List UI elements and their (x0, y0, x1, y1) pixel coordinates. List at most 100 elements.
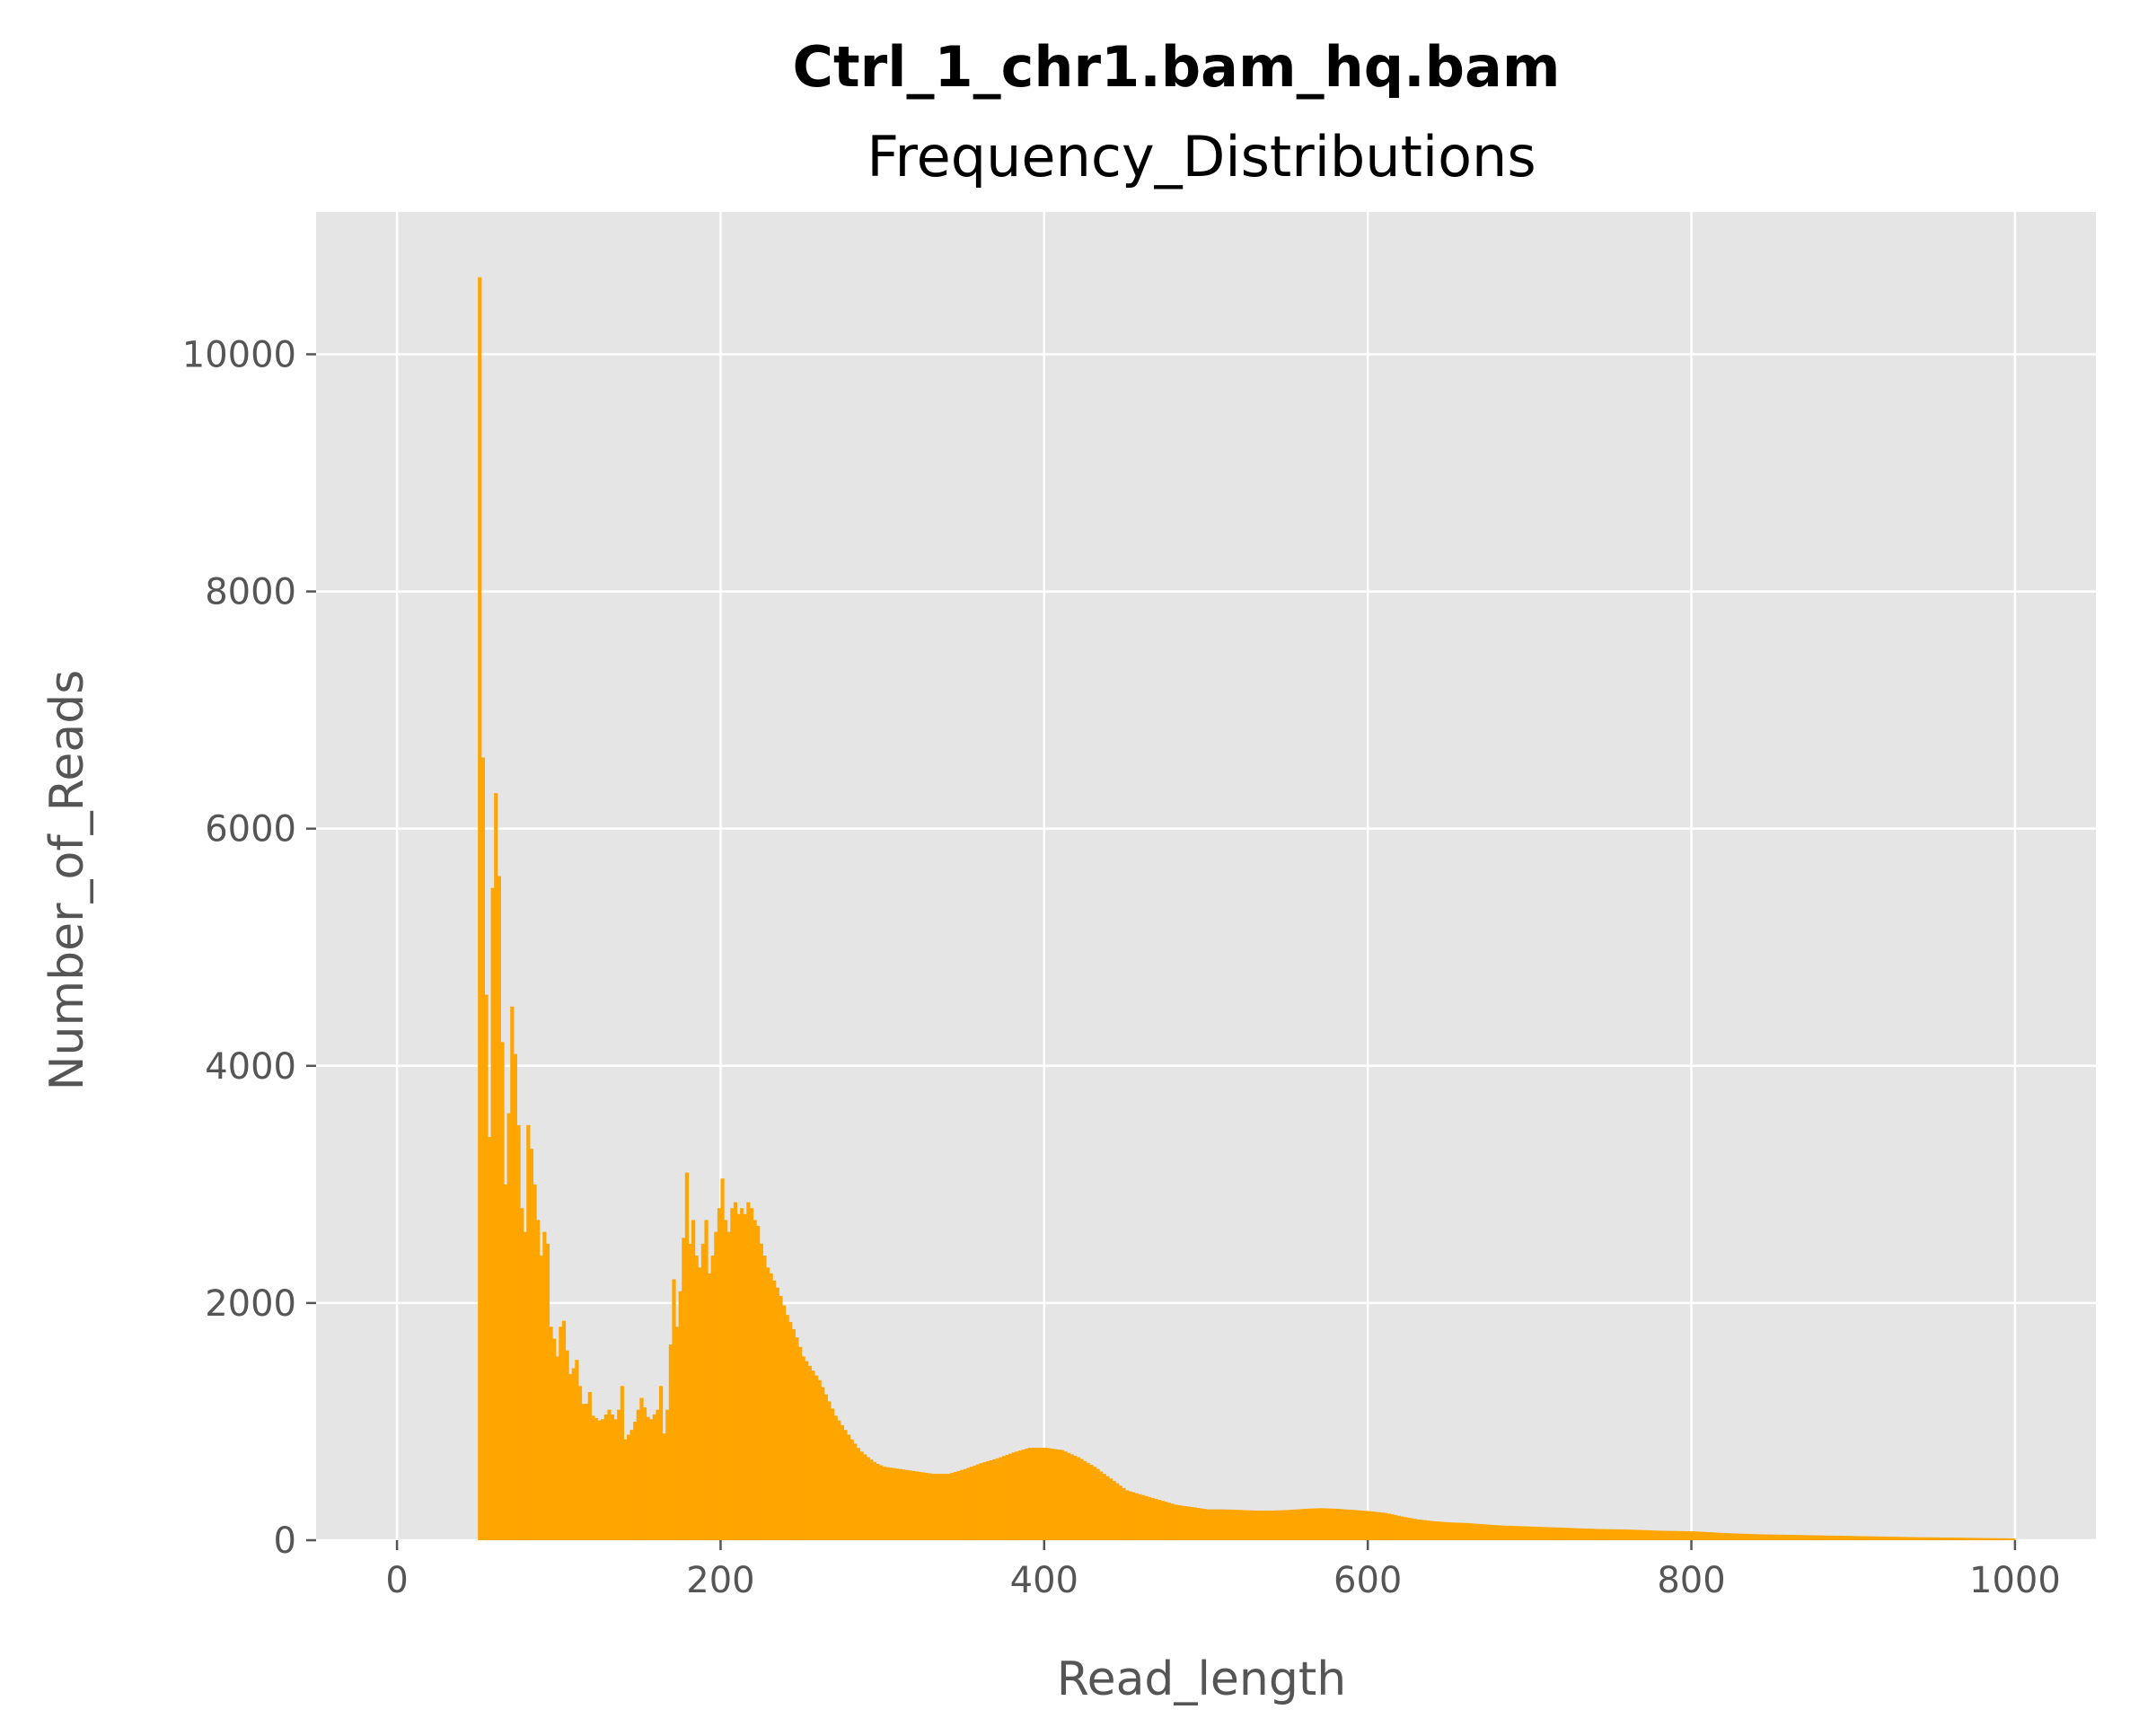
histogram-bar (1604, 1529, 1608, 1540)
histogram-bar (526, 1124, 531, 1540)
histogram-bar (1186, 1506, 1191, 1540)
histogram-bar (946, 1474, 951, 1540)
histogram-bar (1866, 1536, 1870, 1540)
histogram-bar (575, 1360, 579, 1540)
histogram-bar (785, 1315, 789, 1540)
histogram-bar (1756, 1534, 1760, 1540)
histogram-bar (1189, 1507, 1194, 1540)
histogram-bar (982, 1462, 987, 1540)
histogram-bar (623, 1439, 628, 1540)
histogram-bar (765, 1267, 770, 1540)
histogram-bar (1193, 1507, 1197, 1540)
histogram-bar (585, 1404, 589, 1540)
histogram-bar (633, 1421, 638, 1540)
histogram-bar (895, 1468, 900, 1540)
histogram-bar (1102, 1474, 1106, 1540)
histogram-bar (1947, 1538, 1951, 1540)
histogram-bar (797, 1346, 803, 1540)
histogram-bar (1134, 1493, 1139, 1540)
x-tick-label: 800 (1657, 1560, 1725, 1601)
histogram-bar (1448, 1522, 1453, 1540)
histogram-bar (642, 1407, 647, 1540)
histogram-bar (1432, 1520, 1437, 1540)
x-axis-label: Read_length (1057, 1652, 1346, 1706)
histogram-bar (1144, 1495, 1149, 1540)
histogram-bar (1850, 1536, 1854, 1540)
histogram-bar (1959, 1538, 1964, 1540)
histogram-bar (1620, 1529, 1624, 1540)
histogram-bar (1963, 1538, 1967, 1540)
histogram-bar (1594, 1529, 1598, 1540)
histogram-bar (520, 1208, 524, 1540)
histogram-bar (1668, 1530, 1673, 1540)
histogram-bar (753, 1220, 757, 1540)
histogram-bar (2008, 1538, 2012, 1540)
histogram-bar (662, 1433, 666, 1540)
histogram-bar (1122, 1487, 1126, 1540)
histogram-bar (1328, 1508, 1333, 1540)
histogram-bar (1675, 1530, 1679, 1540)
histogram-bar (940, 1474, 945, 1540)
histogram-bar (1465, 1522, 1469, 1540)
histogram-bar (1344, 1509, 1350, 1540)
histogram-bar (620, 1386, 624, 1540)
histogram-bar (1458, 1522, 1463, 1540)
histogram-bar (772, 1280, 777, 1540)
histogram-bar (1649, 1530, 1653, 1540)
histogram-bar (869, 1459, 874, 1540)
histogram-bar (1545, 1527, 1550, 1540)
histogram-bar (545, 1243, 550, 1540)
histogram-bar (1941, 1537, 1945, 1540)
histogram-bar (1782, 1534, 1786, 1540)
histogram-bar (1529, 1526, 1534, 1540)
histogram-bar (1869, 1536, 1873, 1540)
histogram-bar (626, 1434, 631, 1540)
histogram-bar (1157, 1500, 1162, 1540)
histogram-bar (1759, 1534, 1764, 1540)
histogram-bar (1646, 1529, 1650, 1540)
histogram-bar (1238, 1510, 1243, 1540)
histogram-bar (1209, 1509, 1213, 1540)
histogram-bar (591, 1415, 595, 1540)
histogram-bar (1394, 1515, 1398, 1540)
histogram-bar (1131, 1492, 1136, 1540)
histogram-bar (1332, 1508, 1336, 1540)
histogram-bar (1273, 1510, 1278, 1540)
histogram-bar (1513, 1526, 1518, 1540)
histogram-bar (1481, 1524, 1485, 1540)
histogram-bar (1694, 1531, 1699, 1540)
histogram-bar (480, 757, 485, 1540)
plot-area (316, 212, 2096, 1540)
histogram-bar (1015, 1451, 1019, 1540)
histogram-bar (746, 1202, 751, 1540)
histogram-bar (1025, 1449, 1029, 1540)
histogram-bar (1834, 1535, 1838, 1540)
histogram-bar (821, 1387, 825, 1540)
histogram-bar (1031, 1447, 1035, 1540)
histogram-bar (1079, 1458, 1084, 1540)
histogram-bar (743, 1213, 747, 1540)
histogram-bar (1711, 1532, 1715, 1540)
histogram-bar (1921, 1537, 1925, 1540)
histogram-bar (1917, 1537, 1923, 1540)
histogram-bar (902, 1469, 906, 1540)
histogram-bar (1730, 1533, 1734, 1540)
histogram-bar (908, 1470, 912, 1540)
histogram-bar (532, 1184, 537, 1540)
histogram-bar (581, 1404, 585, 1540)
histogram-bar (1263, 1510, 1269, 1540)
histogram-bar (1992, 1538, 1996, 1540)
histogram-bar (726, 1231, 731, 1540)
histogram-bar (1316, 1508, 1320, 1540)
histogram-bar (1199, 1508, 1203, 1540)
histogram-bar (1555, 1527, 1560, 1540)
histogram-bar (1309, 1508, 1314, 1540)
histogram-bar (691, 1220, 696, 1540)
histogram-bar (1348, 1510, 1352, 1540)
histogram-bar (1687, 1531, 1693, 1540)
histogram-bar (1027, 1447, 1033, 1540)
histogram-bar (1982, 1538, 1987, 1540)
histogram-bar (1377, 1511, 1382, 1540)
histogram-bar (1312, 1508, 1317, 1540)
